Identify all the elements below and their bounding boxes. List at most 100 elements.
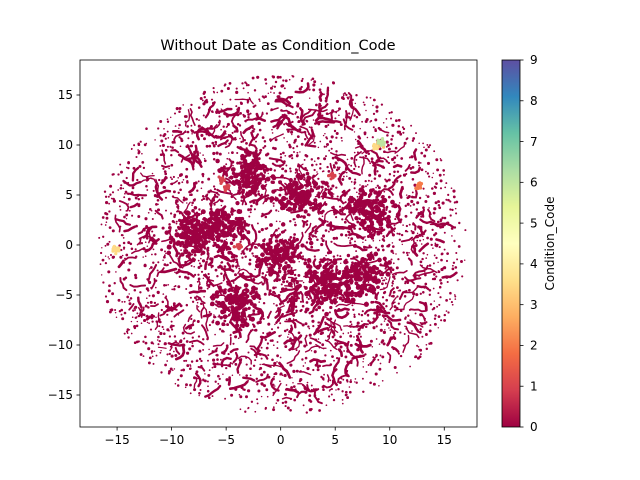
- data-point: [237, 182, 242, 187]
- data-point: [302, 404, 305, 407]
- data-point: [305, 223, 309, 226]
- data-point: [269, 167, 273, 172]
- data-point: [181, 181, 184, 184]
- data-strand: [383, 150, 397, 154]
- data-point: [198, 394, 200, 397]
- data-point: [412, 196, 416, 199]
- data-point: [271, 359, 273, 361]
- data-strand: [202, 312, 213, 318]
- data-point: [385, 278, 388, 280]
- data-point: [383, 290, 387, 294]
- data-strand: [306, 144, 317, 148]
- data-point: [189, 194, 191, 196]
- data-point: [386, 218, 391, 223]
- data-point: [177, 176, 180, 179]
- highlight-cluster: [327, 171, 337, 181]
- axes-frame: [79, 59, 478, 428]
- highlight-point: [226, 186, 231, 190]
- data-point: [369, 264, 371, 266]
- data-point: [247, 116, 250, 119]
- data-point: [342, 332, 345, 335]
- data-point: [163, 263, 167, 266]
- data-point: [235, 87, 238, 90]
- data-point: [300, 142, 304, 146]
- data-point: [171, 328, 174, 331]
- data-point: [315, 299, 321, 305]
- data-point: [404, 325, 406, 328]
- data-point: [240, 190, 245, 194]
- data-point: [336, 195, 339, 198]
- data-point: [267, 375, 271, 379]
- data-point: [283, 123, 286, 126]
- data-point: [170, 237, 175, 242]
- data-point: [375, 325, 378, 328]
- data-point: [411, 330, 413, 332]
- data-point: [307, 213, 311, 217]
- data-point: [257, 157, 261, 161]
- data-point: [205, 230, 210, 235]
- data-strand: [119, 277, 128, 292]
- data-point: [131, 316, 134, 319]
- data-point: [170, 153, 173, 157]
- data-point: [234, 362, 237, 365]
- data-point: [297, 331, 301, 335]
- data-point: [266, 266, 269, 268]
- data-point: [435, 182, 438, 185]
- data-point: [370, 157, 374, 161]
- data-point: [234, 273, 237, 277]
- data-point: [271, 180, 275, 185]
- data-point: [238, 225, 243, 230]
- data-point: [224, 305, 228, 309]
- data-strand: [242, 376, 256, 382]
- data-point: [146, 297, 148, 299]
- data-point: [378, 174, 382, 178]
- data-point: [439, 278, 442, 281]
- data-point: [223, 319, 227, 323]
- data-point: [432, 247, 434, 249]
- data-point: [274, 239, 279, 243]
- data-point: [432, 273, 436, 276]
- data-point: [310, 314, 314, 318]
- data-strand: [299, 371, 312, 376]
- data-point: [190, 360, 194, 363]
- data-point: [137, 198, 141, 201]
- data-point: [225, 126, 228, 128]
- data-point: [284, 79, 288, 83]
- data-point: [121, 254, 124, 257]
- data-point: [440, 252, 444, 256]
- data-point: [199, 388, 202, 392]
- data-point: [176, 384, 180, 387]
- data-strand: [200, 126, 209, 134]
- data-point: [260, 252, 265, 257]
- data-point: [355, 93, 358, 97]
- data-point: [324, 124, 328, 128]
- data-strand: [392, 163, 403, 169]
- data-strand: [441, 271, 458, 279]
- data-point: [294, 223, 297, 227]
- data-strand: [407, 257, 413, 266]
- data-point: [289, 363, 293, 367]
- data-point: [121, 317, 125, 321]
- data-point: [197, 242, 203, 249]
- data-point: [201, 195, 205, 198]
- data-point: [157, 127, 160, 130]
- data-point: [196, 320, 200, 323]
- data-point: [243, 283, 249, 288]
- data-point: [141, 196, 144, 200]
- data-point: [128, 299, 131, 302]
- data-point: [372, 126, 375, 129]
- data-point: [265, 197, 269, 201]
- data-point: [182, 198, 186, 202]
- data-point: [364, 201, 369, 206]
- data-point: [180, 240, 185, 245]
- data-point: [265, 176, 271, 182]
- data-point: [282, 303, 285, 305]
- data-point: [407, 314, 410, 318]
- data-point: [374, 129, 378, 133]
- data-point: [218, 152, 222, 156]
- data-point: [170, 163, 174, 167]
- data-point: [366, 228, 372, 233]
- data-point: [408, 223, 411, 226]
- data-strand: [419, 264, 438, 274]
- data-point: [238, 267, 241, 270]
